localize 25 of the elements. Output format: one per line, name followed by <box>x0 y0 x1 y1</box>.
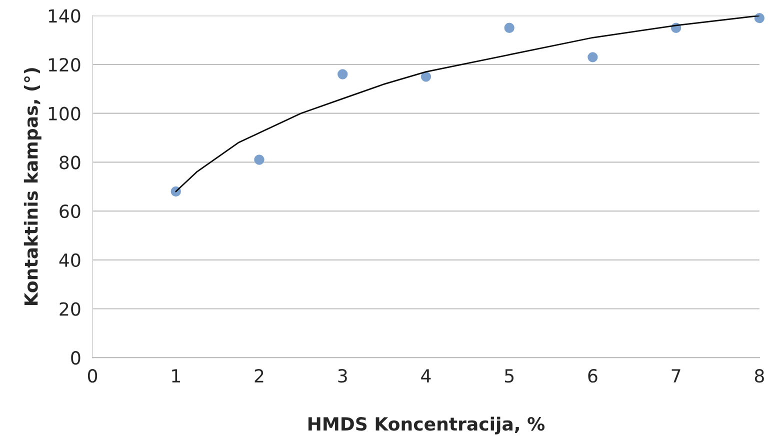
x-axis-title: HMDS Koncentracija, % <box>308 416 545 434</box>
x-tick-label: 4 <box>421 369 431 382</box>
point <box>420 72 432 82</box>
x-tick-label: 6 <box>588 369 598 383</box>
y-tick-label: 20 <box>60 302 80 316</box>
y-tick-label: 40 <box>59 253 80 268</box>
y-tick-label: 60 <box>60 204 80 218</box>
x-tick-label: 8 <box>754 369 764 383</box>
y-axis-title: Kontaktinis kampas, (°) <box>24 68 42 306</box>
point <box>754 13 765 24</box>
point <box>254 154 264 165</box>
y-tick-label: 100 <box>48 106 80 120</box>
x-tick-label: 0 <box>88 369 98 383</box>
x-tick-label: 3 <box>338 369 347 383</box>
point <box>338 69 348 80</box>
x-tick-label: 5 <box>504 369 514 383</box>
y-tick-label: 80 <box>60 156 80 170</box>
y-tick-label: 140 <box>48 9 80 23</box>
point <box>504 22 514 33</box>
y-tick-label: 120 <box>48 58 80 72</box>
y-tick-label: 0 <box>71 351 80 365</box>
x-tick-label: 2 <box>254 369 264 382</box>
point <box>588 52 598 62</box>
x-tick-label: 1 <box>172 369 180 382</box>
x-tick-label: 7 <box>672 369 680 382</box>
